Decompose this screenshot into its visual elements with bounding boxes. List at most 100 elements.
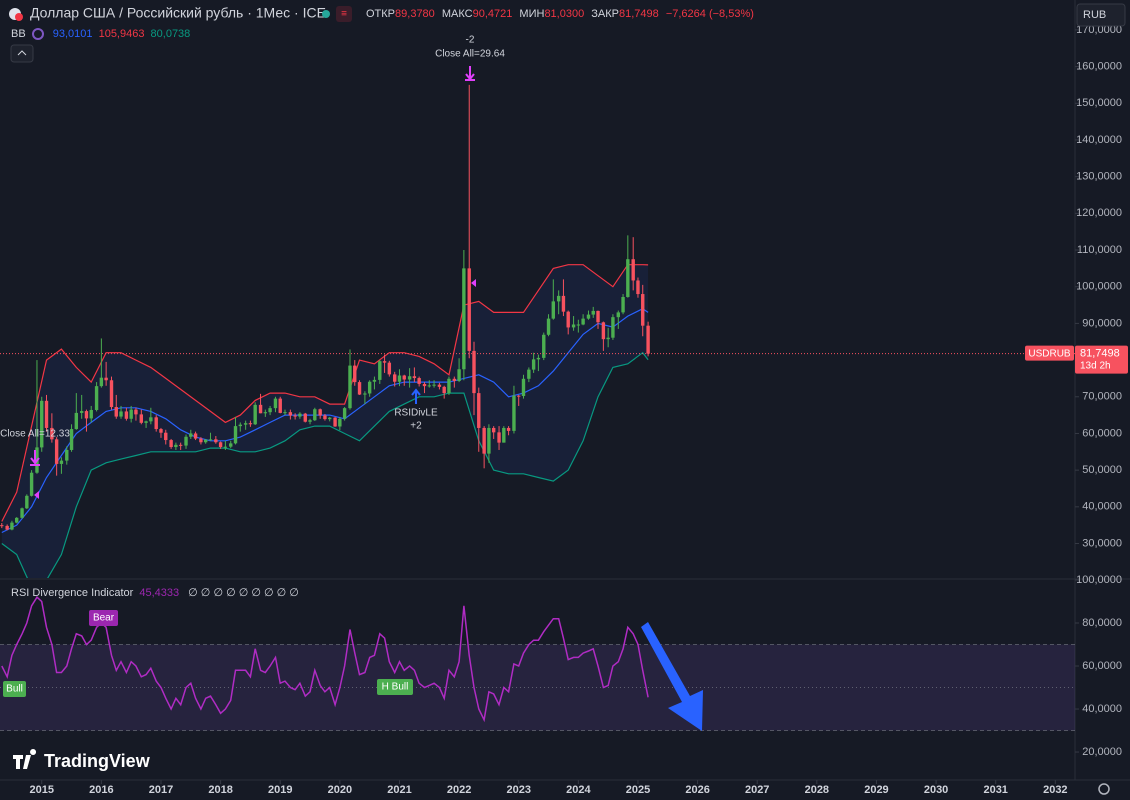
- price-pane: [0, 84, 650, 578]
- annotation: +2: [410, 421, 422, 432]
- candle-body: [283, 412, 287, 414]
- candle-body: [164, 432, 168, 441]
- signal-label: Bull: [6, 684, 23, 695]
- symbol-icon: [15, 13, 23, 21]
- y-tick-label: 110,0000: [1077, 244, 1122, 256]
- collapse-icon: [17, 50, 27, 56]
- candle-body: [203, 439, 208, 443]
- rsi-extra: ∅ ∅ ∅ ∅ ∅ ∅ ∅ ∅ ∅: [188, 587, 299, 599]
- candle-body: [616, 312, 620, 318]
- settings-button[interactable]: [1098, 783, 1110, 795]
- stat-value: 81,7498: [619, 8, 659, 20]
- rsi-y-tick-label: 60,0000: [1082, 660, 1122, 672]
- x-tick-label: 2021: [387, 784, 411, 796]
- y-tick-label: 90,0000: [1082, 317, 1122, 329]
- signal-label: H Bull: [382, 682, 409, 693]
- candle-body: [104, 377, 108, 381]
- signal-marker: [471, 279, 476, 287]
- candle-body: [20, 508, 24, 518]
- candle-body: [149, 417, 153, 422]
- candle-body: [193, 433, 198, 439]
- candle-body: [636, 280, 640, 295]
- stat-label: ОТКР: [366, 8, 395, 20]
- candle-body: [94, 386, 99, 410]
- y-tick-label: 150,0000: [1076, 97, 1122, 109]
- signal-label-box: [3, 681, 26, 697]
- candle-body: [556, 295, 561, 302]
- price-tag: [1075, 345, 1128, 374]
- candle-body: [278, 398, 282, 413]
- candle-body: [566, 311, 570, 328]
- candle-body: [229, 443, 233, 447]
- candle-body: [273, 398, 278, 409]
- candle-body: [536, 357, 541, 360]
- candle-body: [348, 365, 352, 409]
- candle-body: [313, 409, 317, 421]
- collapse-button[interactable]: [10, 44, 34, 63]
- candle-body: [79, 411, 84, 413]
- candle-body: [238, 424, 242, 427]
- candle-body: [542, 334, 546, 358]
- annotation: RSIDivLE: [394, 408, 438, 419]
- stat-label: ЗАКР: [591, 8, 619, 20]
- candle-body: [169, 440, 173, 448]
- candle-body: [69, 429, 74, 450]
- axes: 30,0000 40,0000 50,0000 60,0000 70,0000 80,00…: [0, 24, 1128, 796]
- candle-body: [491, 427, 496, 433]
- y-tick-label: 50,0000: [1082, 464, 1122, 476]
- candle-body: [333, 417, 337, 427]
- x-tick-label: 2017: [149, 784, 173, 796]
- candle-body: [5, 525, 9, 530]
- y-tick-label: 70,0000: [1082, 391, 1122, 403]
- currency-button[interactable]: [1076, 3, 1126, 27]
- candle-body: [437, 384, 442, 387]
- candle-body: [387, 362, 392, 375]
- x-tick-label: 2028: [805, 784, 829, 796]
- annotation: -2: [466, 35, 475, 46]
- bb-line: [1, 351, 649, 578]
- candle-body: [89, 409, 93, 419]
- price-label: 81,7498: [1080, 348, 1120, 360]
- stat-label: МАКС: [442, 8, 473, 20]
- candle-body: [84, 411, 89, 419]
- candle-body: [646, 325, 650, 354]
- candle-body: [477, 393, 481, 428]
- candle-body: [487, 427, 491, 454]
- entry-marker: [411, 388, 421, 404]
- flag-button[interactable]: [336, 6, 352, 22]
- exit-marker: [465, 66, 475, 81]
- candle-body: [586, 314, 591, 319]
- rsi-title: RSI Divergence Indicator: [11, 587, 134, 599]
- candle-body: [447, 378, 451, 394]
- symbol-label: USDRUB: [1028, 348, 1071, 359]
- candle-body: [467, 268, 471, 351]
- x-tick-label: 2032: [1043, 784, 1067, 796]
- y-tick-label: 170,0000: [1076, 24, 1122, 36]
- bb-name: BB: [11, 28, 26, 40]
- candle-body: [323, 415, 327, 420]
- bb-icon: [32, 28, 44, 40]
- candle-body: [233, 426, 238, 444]
- rsi-y-tick-label: 100,0000: [1076, 574, 1122, 586]
- candle-body: [576, 324, 581, 326]
- candle-body: [342, 408, 347, 419]
- candle-body: [0, 525, 4, 527]
- candle-body: [412, 376, 417, 379]
- candle-body: [482, 427, 486, 454]
- bb-line: [1, 264, 649, 522]
- candle-body: [134, 409, 138, 415]
- candle-body: [258, 404, 263, 414]
- candle-body: [119, 411, 123, 417]
- x-tick-label: 2023: [506, 784, 530, 796]
- y-tick-label: 160,0000: [1076, 60, 1122, 72]
- candle-body: [223, 446, 228, 448]
- candle-body: [25, 495, 29, 509]
- y-tick-label: 100,0000: [1076, 281, 1122, 293]
- candle-body: [189, 433, 193, 437]
- candle-body: [129, 409, 133, 419]
- candle-body: [432, 384, 436, 386]
- bb-line: [1, 308, 649, 534]
- rsi-y-tick-label: 80,0000: [1082, 617, 1122, 629]
- drawn-arrow: [641, 622, 703, 731]
